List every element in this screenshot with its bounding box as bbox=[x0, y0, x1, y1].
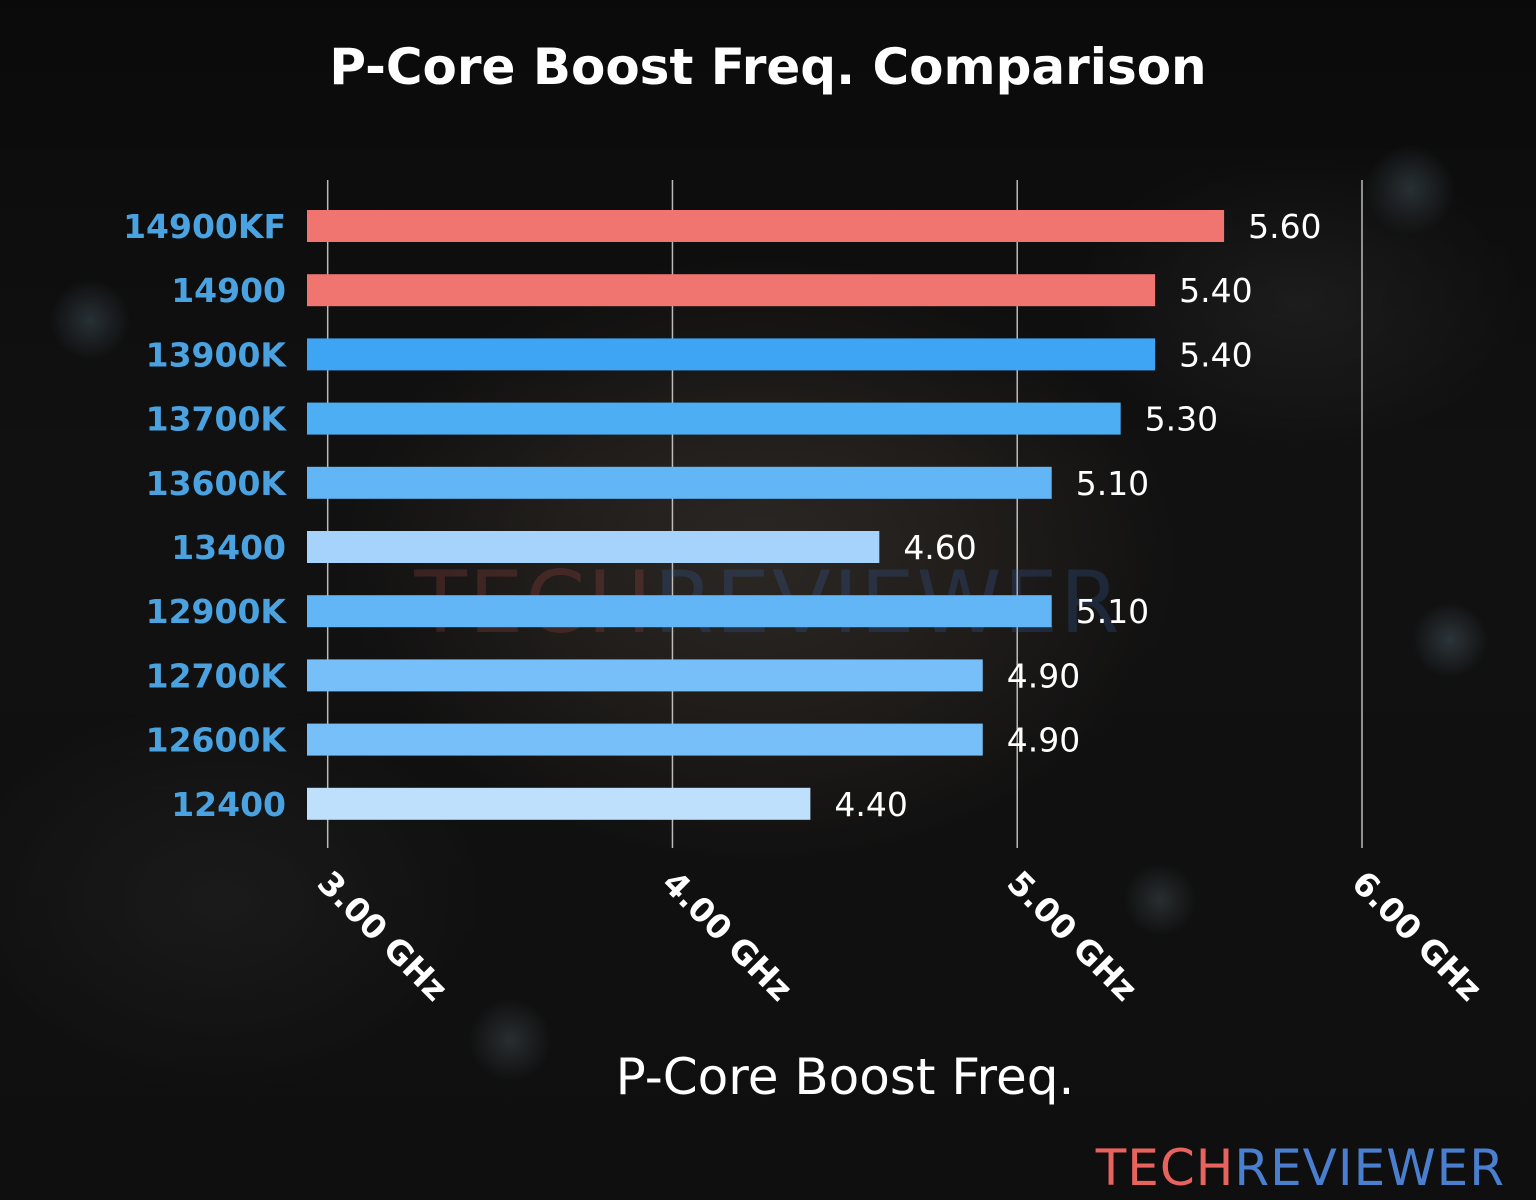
category-label: 13700K bbox=[146, 400, 288, 439]
x-axis-title: P-Core Boost Freq. bbox=[616, 1048, 1075, 1106]
value-label: 5.30 bbox=[1145, 400, 1218, 439]
techreviewer-logo: TECHREVIEWER bbox=[1095, 1139, 1505, 1197]
x-tick-label: 3.00 GHz bbox=[310, 863, 456, 1009]
value-label: 5.10 bbox=[1076, 464, 1149, 503]
bar bbox=[307, 787, 811, 820]
logo-part1: TECH bbox=[1095, 1139, 1235, 1197]
category-labels: 14900KF 14900 13900K 13700K 13600K 13400 12900… bbox=[123, 207, 287, 824]
x-tick-label: 4.00 GHz bbox=[655, 863, 801, 1009]
value-label: 5.40 bbox=[1179, 271, 1252, 310]
bar bbox=[307, 210, 1225, 242]
bar bbox=[307, 466, 1052, 499]
category-label: 12600K bbox=[146, 721, 288, 760]
category-label: 12900K bbox=[146, 592, 288, 631]
value-label: 5.10 bbox=[1076, 592, 1149, 631]
category-label: 13600K bbox=[146, 464, 288, 503]
category-label: 12400 bbox=[171, 785, 286, 824]
value-labels: 5.60 5.40 5.40 5.30 5.10 4.60 5.10 4.90 4.90 4.40 bbox=[834, 207, 1321, 824]
value-label: 5.40 bbox=[1179, 335, 1252, 374]
x-tick-label: 5.00 GHz bbox=[1000, 863, 1146, 1009]
bar bbox=[307, 595, 1052, 628]
bar bbox=[307, 723, 983, 756]
value-label: 4.90 bbox=[1007, 721, 1080, 760]
chart-title: P-Core Boost Freq. Comparison bbox=[329, 38, 1206, 96]
bar bbox=[307, 338, 1156, 371]
value-label: 5.60 bbox=[1248, 207, 1321, 246]
logo-part2: REVIEWER bbox=[1234, 1139, 1505, 1197]
category-label: 12700K bbox=[146, 656, 288, 695]
value-label: 4.60 bbox=[903, 528, 976, 567]
value-label: 4.40 bbox=[834, 785, 907, 824]
category-label: 14900 bbox=[171, 271, 286, 310]
x-tick-labels: 3.00 GHz 4.00 GHz 5.00 GHz 6.00 GHz bbox=[310, 863, 1490, 1009]
x-tick-label: 6.00 GHz bbox=[1344, 863, 1490, 1009]
bar bbox=[307, 402, 1121, 435]
category-label: 13900K bbox=[146, 335, 288, 374]
bar bbox=[307, 531, 880, 563]
bar bbox=[307, 274, 1156, 307]
bar bbox=[307, 659, 983, 692]
category-label: 14900KF bbox=[123, 207, 286, 246]
bars bbox=[307, 210, 1225, 820]
category-label: 13400 bbox=[171, 528, 286, 567]
value-label: 4.90 bbox=[1007, 656, 1080, 695]
